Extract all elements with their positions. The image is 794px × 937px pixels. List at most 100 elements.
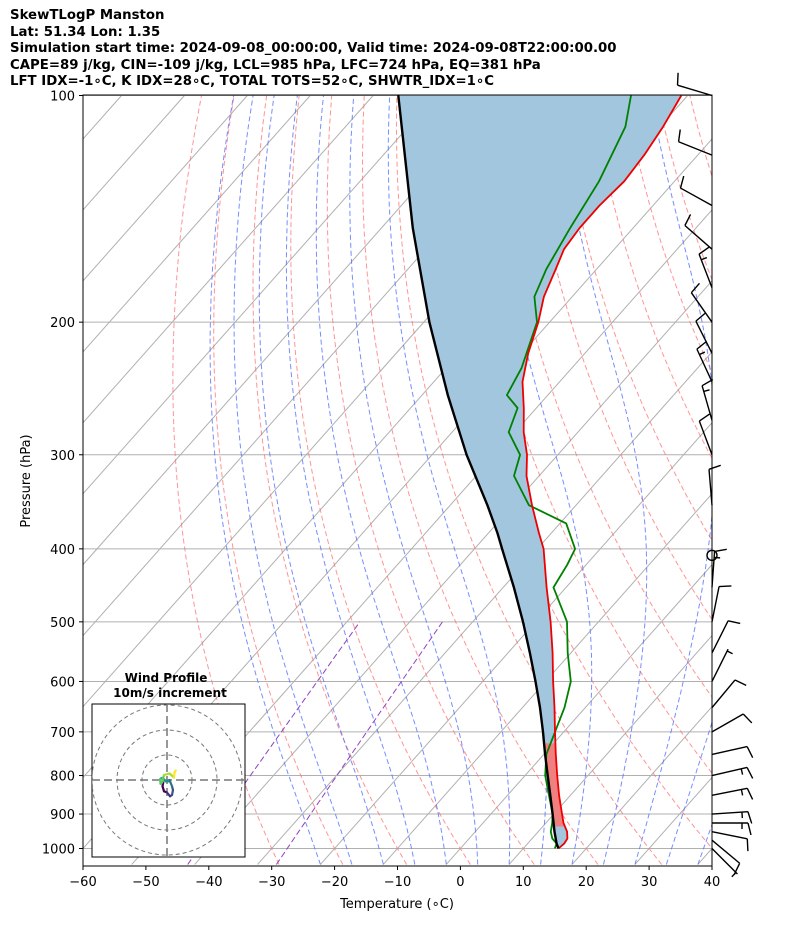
wind-barb xyxy=(698,413,713,456)
y-axis: 1000 900 800 700 600 500 400 300 200 100 xyxy=(42,90,83,858)
wind-barb xyxy=(676,72,713,97)
moist-adiabat xyxy=(258,95,384,865)
hodograph-segment xyxy=(173,769,177,774)
dry-adiabat xyxy=(252,95,408,865)
x-tick-label: 10 xyxy=(515,875,532,890)
dry-adiabat xyxy=(591,95,712,460)
dry-adiabat xyxy=(788,96,794,865)
y-tick-label: 1000 xyxy=(42,843,75,858)
wind-barb xyxy=(679,175,713,207)
wind-barb xyxy=(711,548,727,588)
wind-barb xyxy=(696,340,713,383)
isotherm-line xyxy=(761,96,794,865)
convective-params-line: CAPE=89 j/kg, CIN=-109 j/kg, LCL=985 hPa… xyxy=(10,57,541,73)
wind-barb xyxy=(711,787,754,800)
isotherm-line xyxy=(508,634,712,865)
isotherm-line xyxy=(445,563,712,865)
cin-area xyxy=(544,743,568,849)
moist-adiabat xyxy=(349,95,479,865)
x-tick-label: −60 xyxy=(69,875,96,890)
y-tick-label: 600 xyxy=(50,675,75,690)
wind-barb xyxy=(701,378,714,421)
hodograph-title: Wind Profile xyxy=(125,671,208,685)
y-tick-label: 500 xyxy=(50,616,75,631)
isotherm-line xyxy=(382,492,712,865)
stability-indices-line: LFT IDX=-1∘C, K IDX=28∘C, TOTAL TOTS=52∘… xyxy=(10,74,495,90)
y-tick-label: 100 xyxy=(50,90,75,105)
y-tick-label: 700 xyxy=(50,726,75,741)
wind-barbs xyxy=(676,72,754,878)
isotherm-line xyxy=(83,95,437,495)
mixing-ratio-line xyxy=(275,621,443,865)
isotherm-line xyxy=(83,95,374,424)
isotherm-line xyxy=(83,95,500,566)
dry-adiabat xyxy=(213,95,344,865)
wind-barb xyxy=(711,745,754,758)
moist-adiabat xyxy=(315,95,447,865)
isotherm-line xyxy=(571,705,712,865)
y-tick-label: 300 xyxy=(50,449,75,464)
wind-barb xyxy=(677,129,713,156)
moist-adiabat xyxy=(487,95,593,865)
wind-barb xyxy=(711,713,753,733)
y-tick-label: 200 xyxy=(50,316,75,331)
moist-adiabat xyxy=(634,95,712,865)
x-tick-label: 20 xyxy=(578,875,595,890)
dry-adiabat xyxy=(172,95,280,865)
isotherm-line xyxy=(194,280,712,865)
parcel-line xyxy=(397,95,560,849)
moist-adiabat xyxy=(557,95,648,865)
moist-adiabat xyxy=(233,95,353,865)
hodograph-subtitle: 10m/s increment xyxy=(113,686,227,700)
y-axis-title: Pressure (hPa) xyxy=(19,434,34,527)
wind-barb xyxy=(711,848,738,878)
isotherm-line xyxy=(257,351,712,865)
chart-header: SkewTLogP Manston Lat: 51.34 Lon: 1.35 S… xyxy=(10,8,617,91)
cape-area xyxy=(398,95,682,744)
isotherm-line xyxy=(320,422,712,865)
wind-barb xyxy=(711,620,741,654)
x-tick-label: −20 xyxy=(321,875,348,890)
x-tick-label: 30 xyxy=(641,875,658,890)
dry-adiabat xyxy=(526,95,712,621)
isotherm-line xyxy=(83,95,248,282)
x-axis: −60 −50 −40 −30 −20 −10 0 10 20 30 40 xyxy=(69,866,720,890)
wind-barb xyxy=(711,810,753,824)
dry-adiabat xyxy=(326,95,535,865)
x-tick-label: −10 xyxy=(384,875,411,890)
wind-barb xyxy=(711,839,741,875)
y-tick-label: 900 xyxy=(50,808,75,823)
x-axis-title: Temperature (∘C) xyxy=(339,897,454,912)
moist-adiabat xyxy=(209,95,321,865)
isotherm-line xyxy=(634,776,712,865)
time-line: Simulation start time: 2024-09-08_00:00:… xyxy=(10,41,617,57)
dry-adiabat xyxy=(290,95,471,865)
wind-barb xyxy=(711,679,747,709)
profiles xyxy=(397,95,683,850)
x-tick-label: −50 xyxy=(132,875,159,890)
wind-barb xyxy=(690,282,713,323)
wind-barb xyxy=(711,831,749,852)
dry-adiabat xyxy=(689,95,712,179)
wind-barb xyxy=(712,822,752,836)
wind-barb xyxy=(684,214,713,250)
wind-barb xyxy=(711,766,754,779)
dry-adiabat xyxy=(395,95,663,865)
isotherm-line xyxy=(83,95,311,353)
hodograph-segment xyxy=(160,773,166,784)
wind-barb xyxy=(695,312,713,354)
dry-adiabat xyxy=(755,96,794,865)
chart-title: SkewTLogP Manston xyxy=(10,8,165,23)
y-tick-label: 800 xyxy=(50,770,75,785)
hodograph-plot xyxy=(92,704,245,857)
y-tick-label: 400 xyxy=(50,543,75,558)
temperature-line xyxy=(521,95,683,850)
moist-adiabat xyxy=(665,720,712,865)
wind-barb xyxy=(711,585,732,622)
x-tick-label: 0 xyxy=(456,875,464,890)
wind-barb xyxy=(711,648,733,682)
x-tick-label: 40 xyxy=(704,875,721,890)
moist-adiabat xyxy=(285,95,416,865)
location-line: Lat: 51.34 Lon: 1.35 xyxy=(10,24,161,40)
